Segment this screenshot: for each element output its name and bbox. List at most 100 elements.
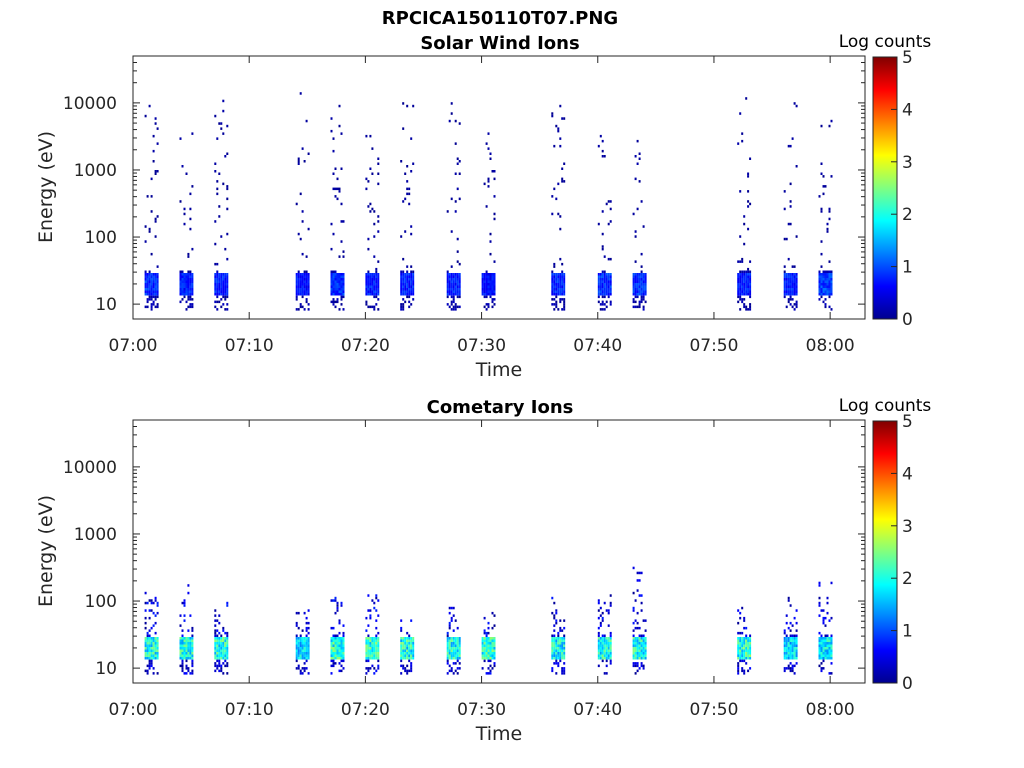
heatmap-cell xyxy=(450,273,453,276)
heatmap-cell xyxy=(148,609,151,612)
heatmap-cell xyxy=(150,280,153,283)
heatmap-cell xyxy=(561,288,564,291)
heatmap-cell xyxy=(150,210,153,213)
heatmap-cell xyxy=(183,280,186,283)
heatmap-cell xyxy=(493,260,496,263)
heatmap-cell xyxy=(609,278,612,281)
heatmap-cell xyxy=(342,634,345,637)
heatmap-cell xyxy=(636,669,639,673)
heatmap-cell xyxy=(338,644,341,647)
heatmap-cell xyxy=(330,672,333,675)
heatmap-cell xyxy=(642,619,645,622)
heatmap-cell xyxy=(152,160,155,163)
heatmap-cell xyxy=(456,187,459,191)
heatmap-cell xyxy=(789,273,792,276)
heatmap-cell xyxy=(491,305,494,309)
heatmap-cell xyxy=(787,275,790,278)
heatmap-cell xyxy=(826,601,829,605)
heatmap-cell xyxy=(745,285,748,288)
heatmap-cell xyxy=(458,667,461,670)
heatmap-cell xyxy=(483,283,486,286)
heatmap-cell xyxy=(561,672,564,675)
heatmap-cell xyxy=(334,634,337,637)
heatmap-cell xyxy=(597,631,600,635)
heatmap-cell xyxy=(148,644,151,647)
heatmap-cell xyxy=(747,227,750,231)
heatmap-cell xyxy=(745,647,748,650)
heatmap-cell xyxy=(553,275,556,278)
heatmap-cell xyxy=(450,654,453,657)
heatmap-cell xyxy=(183,283,186,286)
heatmap-cell xyxy=(400,305,403,309)
heatmap-cell xyxy=(597,644,600,647)
heatmap-cell xyxy=(551,611,554,615)
heatmap-cell xyxy=(487,657,490,660)
heatmap-cell xyxy=(789,200,792,203)
heatmap-cell xyxy=(822,619,825,622)
heatmap-cell xyxy=(150,662,153,665)
heatmap-cell xyxy=(820,654,823,657)
heatmap-cell xyxy=(555,649,558,652)
heatmap-cell xyxy=(220,285,223,288)
heatmap-cell xyxy=(597,639,600,642)
heatmap-cell xyxy=(373,601,376,605)
heatmap-cell xyxy=(826,273,829,276)
heatmap-cell xyxy=(330,649,333,652)
heatmap-cell xyxy=(557,280,560,283)
y-axis-label: Energy (eV) xyxy=(35,131,57,243)
heatmap-cell xyxy=(340,202,343,206)
heatmap-cell xyxy=(303,280,306,283)
heatmap-cell xyxy=(456,275,459,278)
heatmap-cell xyxy=(601,649,604,652)
heatmap-cell xyxy=(342,647,345,650)
heatmap-cell xyxy=(295,202,298,206)
heatmap-cell xyxy=(458,275,461,278)
heatmap-cell xyxy=(555,283,558,286)
heatmap-cell xyxy=(749,288,752,291)
heatmap-cell xyxy=(737,280,740,283)
heatmap-cell xyxy=(148,599,151,602)
heatmap-cell xyxy=(555,285,558,288)
heatmap-cell xyxy=(739,647,742,650)
heatmap-cell xyxy=(189,288,192,291)
heatmap-cell xyxy=(150,642,153,645)
heatmap-cell xyxy=(146,293,149,296)
heatmap-cell xyxy=(607,257,610,261)
heatmap-cell xyxy=(828,290,831,293)
heatmap-cell xyxy=(789,644,792,647)
heatmap-cell xyxy=(338,647,341,650)
colorbar-tick-label: 4 xyxy=(902,100,913,120)
heatmap-cell xyxy=(369,637,372,640)
heatmap-cell xyxy=(156,647,159,650)
heatmap-cell xyxy=(369,167,372,170)
heatmap-cell xyxy=(402,200,405,203)
heatmap-cell xyxy=(338,669,341,673)
heatmap-cell xyxy=(830,293,833,296)
heatmap-cell xyxy=(295,652,298,655)
heatmap-cell xyxy=(493,624,496,627)
heatmap-cell xyxy=(830,280,833,283)
heatmap-cell xyxy=(783,278,786,281)
heatmap-cell xyxy=(555,621,558,625)
heatmap-cell xyxy=(410,654,413,657)
heatmap-cell xyxy=(599,621,602,625)
heatmap-cell xyxy=(491,275,494,278)
heatmap-cell xyxy=(214,242,217,246)
heatmap-cell xyxy=(791,265,794,268)
heatmap-cell xyxy=(741,283,744,286)
heatmap-cell xyxy=(634,293,637,296)
heatmap-cell xyxy=(601,652,604,655)
heatmap-cell xyxy=(791,283,794,286)
heatmap-cell xyxy=(220,637,223,640)
heatmap-cell xyxy=(377,642,380,645)
heatmap-cell xyxy=(640,252,643,256)
heatmap-cell xyxy=(485,647,488,650)
heatmap-cell xyxy=(448,273,451,276)
heatmap-cell xyxy=(745,634,748,637)
heatmap-cell xyxy=(408,647,411,650)
heatmap-cell xyxy=(338,631,341,635)
heatmap-cell xyxy=(214,669,217,673)
heatmap-cell xyxy=(597,273,600,276)
heatmap-cell xyxy=(830,270,833,273)
